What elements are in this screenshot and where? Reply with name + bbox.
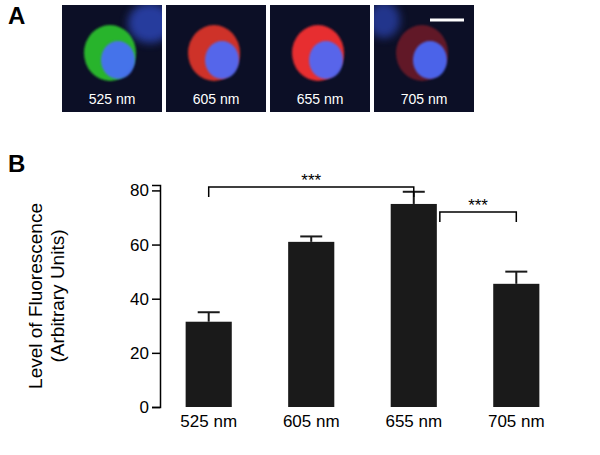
y-tick-label: 0: [140, 398, 149, 417]
significance-label: ***: [301, 171, 321, 190]
nucleus: [309, 41, 343, 79]
micrograph: 525 nm: [62, 3, 172, 112]
panel-label: A: [8, 2, 25, 29]
error-bar: [505, 272, 527, 284]
nucleus: [101, 41, 135, 79]
error-bar-stem: [515, 272, 517, 284]
micrograph-background: [166, 5, 266, 112]
plot-area: [186, 192, 540, 407]
error-bar-cap: [198, 311, 220, 313]
micrograph-label: 655 nm: [297, 91, 344, 107]
y-tick-label: 40: [130, 290, 149, 309]
y-tick-label: 80: [130, 181, 149, 200]
y-tick: 60: [130, 236, 160, 255]
figure: A 525 nm 605 nm 655 nm 705 nm B 0 20 40 60 80 525 n…: [0, 0, 600, 455]
y-tick: 0: [140, 398, 160, 417]
y-axis-title: Level of Fluorescence(Arbitrary Units): [25, 203, 68, 389]
error-bar-stem: [208, 312, 210, 321]
cell-signal: [292, 25, 344, 81]
nucleus: [205, 41, 239, 79]
y-tick-label: 60: [130, 236, 149, 255]
significance-label: ***: [468, 196, 488, 215]
micrograph-background: [270, 5, 370, 112]
x-tick-label: 705 nm: [488, 412, 545, 431]
micrograph: 605 nm: [166, 5, 266, 112]
y-axis-line: [152, 186, 161, 408]
y-tick-mark: [152, 244, 160, 246]
x-tick: 705 nm: [488, 412, 545, 431]
y-axis-title-line: Level of Fluorescence: [25, 203, 46, 389]
x-tick: 605 nm: [283, 412, 340, 431]
y-axis: 0 20 40 60 80: [130, 181, 160, 417]
nucleus: [374, 5, 400, 38]
x-tick-label: 605 nm: [283, 412, 340, 431]
y-tick-mark: [152, 353, 160, 355]
cell-signal: [188, 25, 240, 81]
y-tick: 20: [130, 344, 160, 363]
bar: [186, 322, 232, 407]
x-tick: 525 nm: [180, 412, 237, 431]
x-tick-label: 525 nm: [180, 412, 237, 431]
y-tick: 80: [130, 181, 160, 200]
cell-signal: [84, 25, 136, 81]
y-axis-title-line: (Arbitrary Units): [47, 229, 68, 362]
y-tick-mark: [152, 407, 160, 409]
nucleus: [128, 5, 162, 43]
scale-bar: [430, 19, 464, 22]
micrograph-label: 525 nm: [89, 91, 136, 107]
y-tick-mark: [152, 190, 160, 192]
micrograph: 705 nm: [368, 2, 474, 112]
y-tick-mark: [152, 298, 160, 300]
micrograph-label: 705 nm: [401, 91, 448, 107]
bar: [288, 242, 334, 407]
error-bar-cap: [300, 235, 322, 237]
cell-signal: [396, 25, 448, 81]
bar: [391, 204, 437, 407]
significance-bracket: ***: [209, 171, 414, 197]
error-bar-cap: [505, 271, 527, 273]
y-tick-label: 20: [130, 344, 149, 363]
micrograph-label: 605 nm: [193, 91, 240, 107]
bar: [493, 284, 539, 407]
x-axis: 525 nm 605 nm 655 nm 705 nm: [180, 412, 544, 431]
panel-label: B: [8, 150, 25, 177]
error-bar: [300, 236, 322, 241]
micrograph: 655 nm: [270, 5, 370, 112]
y-tick: 40: [130, 290, 160, 309]
x-tick-label: 655 nm: [385, 412, 442, 431]
x-tick: 655 nm: [385, 412, 442, 431]
error-bar: [198, 312, 220, 321]
nucleus: [413, 41, 447, 79]
significance-bracket: ***: [440, 196, 516, 222]
